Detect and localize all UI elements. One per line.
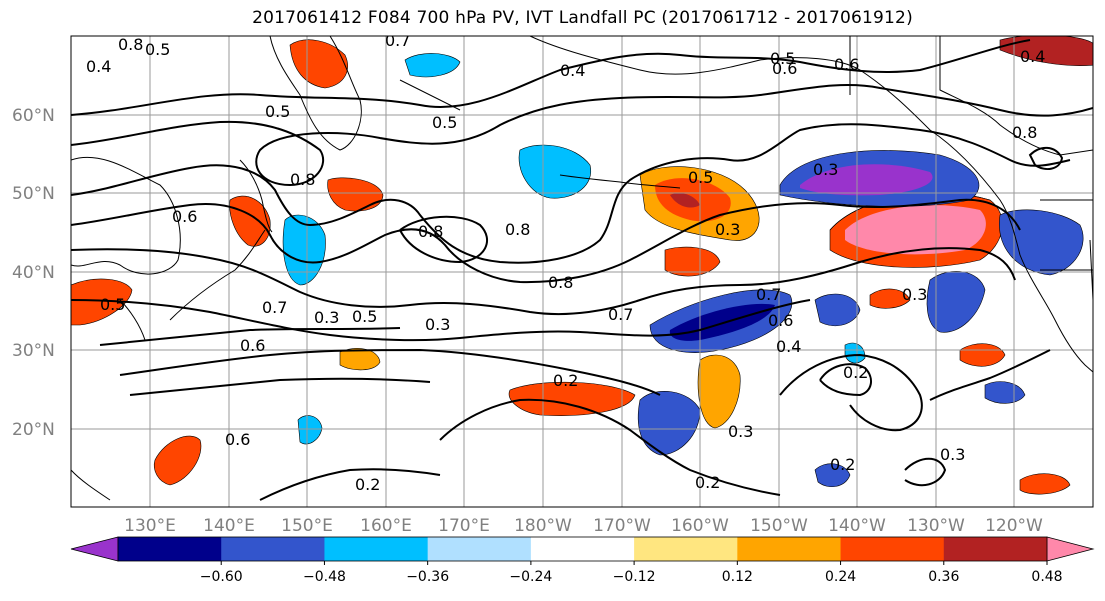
lon-axis: 130°E 140°E 150°E 160°E 170°E 180°W 170°… xyxy=(124,516,1043,536)
contour-label: 0.2 xyxy=(830,455,855,474)
contour-label: 0.8 xyxy=(548,273,573,292)
contour-label: 0.6 xyxy=(225,430,250,449)
map-content: 0.8 0.50.40.70.80.50.50.80.60.30.70.60.50… xyxy=(71,31,1093,507)
contour-label: 0.2 xyxy=(355,475,380,494)
colorbar-tick-label: −0.60 xyxy=(200,569,243,585)
colorbar-tick-label: 0.48 xyxy=(1031,569,1062,585)
lon-label: 160°E xyxy=(360,516,412,536)
lat-axis: 60°N 50°N 40°N 30°N 20°N xyxy=(12,106,55,440)
contour-labels: 0.8 0.50.40.70.80.50.50.80.60.30.70.60.50… xyxy=(86,31,1045,494)
contour-label: 0.2 xyxy=(553,371,578,390)
contour-label: 0.3 xyxy=(813,160,838,179)
contour-label: 0.4 xyxy=(560,61,585,80)
contour-label: 0.6 xyxy=(834,55,859,74)
colorbar-tick-label: 0.12 xyxy=(722,569,753,585)
lon-label: 170°W xyxy=(593,516,651,536)
contour-label: 0.3 xyxy=(728,422,753,441)
lon-label: 130°E xyxy=(124,516,176,536)
coastlines xyxy=(71,36,1093,501)
map-frame xyxy=(70,35,1094,508)
colorbar-frame xyxy=(117,536,1048,562)
lon-label: 120°W xyxy=(985,516,1043,536)
lat-label: 30°N xyxy=(12,341,55,361)
contour-label: 0.5 xyxy=(770,49,795,68)
contour-label: 0.5 xyxy=(432,113,457,132)
colorbar-segment xyxy=(118,537,222,561)
contour-label: 0.5 xyxy=(100,295,125,314)
contour-label: 0.5 xyxy=(688,168,713,187)
lon-label: 150°W xyxy=(750,516,808,536)
contour-label: 0.8 xyxy=(1012,123,1037,142)
contour-label: 0.4 xyxy=(1020,47,1045,66)
lon-label: 140°E xyxy=(203,516,255,536)
lon-label: 150°E xyxy=(281,516,333,536)
contour-label: 0.7 xyxy=(262,298,287,317)
map-title: 2017061412 F084 700 hPa PV, IVT Landfall… xyxy=(252,8,913,28)
contour-label: 0.3 xyxy=(902,285,927,304)
contour-label: 0.5 xyxy=(265,102,290,121)
colorbar-segment xyxy=(737,537,842,561)
contour-label: 0.8 xyxy=(290,170,315,189)
contour-label: 0.7 xyxy=(608,305,633,324)
contour-label: 0.3 xyxy=(940,445,965,464)
contour-label: 0.4 xyxy=(776,337,801,356)
colorbar: −0.60 −0.48 −0.36 −0.24 −0.12 0.12 0.24 0.36 0.4… xyxy=(70,536,1095,585)
contour-label: 0.6 xyxy=(172,207,197,226)
lat-label: 20°N xyxy=(12,420,55,440)
lat-label: 50°N xyxy=(12,184,55,204)
graticule xyxy=(71,36,1093,507)
colorbar-extend-max xyxy=(1046,536,1095,562)
lat-label: 40°N xyxy=(12,263,55,283)
colorbar-segment xyxy=(943,537,1048,561)
contour-label: 0.2 xyxy=(843,363,868,382)
contour-label: 0.6 xyxy=(772,59,797,78)
colorbar-extend-min xyxy=(70,536,119,562)
contour-label: 0.8 xyxy=(118,35,143,54)
contour-label: 0.6 xyxy=(240,336,265,355)
contour-label: 0.8 xyxy=(505,220,530,239)
contour-label: 0.5 xyxy=(352,307,377,326)
contour-label: 0.3 xyxy=(715,220,740,239)
lon-label: 130°W xyxy=(907,516,965,536)
lon-label: 140°W xyxy=(828,516,886,536)
colorbar-tick-label: 0.24 xyxy=(825,569,856,585)
contour-label: 0.7 xyxy=(385,31,410,50)
lon-label: 180°W xyxy=(514,516,572,536)
colorbar-segment xyxy=(221,537,325,561)
colorbar-segment xyxy=(427,537,532,561)
contour-label: 0.3 xyxy=(314,308,339,327)
colorbar-segment xyxy=(324,537,429,561)
contour-label: 0.7 xyxy=(756,285,781,304)
colorbar-tick-label: 0.36 xyxy=(928,569,959,585)
contour-label: 0.5 xyxy=(145,40,170,59)
colorbar-tick-label: −0.48 xyxy=(303,569,346,585)
contour-label: 0.2 xyxy=(695,473,720,492)
contour-label: 0.8 xyxy=(418,222,443,241)
colorbar-segment xyxy=(840,537,945,561)
lat-label: 60°N xyxy=(12,106,55,126)
colorbar-tick-label: −0.36 xyxy=(406,569,449,585)
lon-label: 170°E xyxy=(438,516,490,536)
contour-label: 0.3 xyxy=(425,315,450,334)
lon-label: 160°W xyxy=(671,516,729,536)
colorbar-tick-label: −0.12 xyxy=(613,569,656,585)
colorbar-segment xyxy=(530,537,635,561)
colorbar-tick-label: −0.24 xyxy=(509,569,552,585)
contour-label: 0.4 xyxy=(86,57,111,76)
pv-contours xyxy=(71,39,1093,501)
contour-label: 0.6 xyxy=(768,311,793,330)
colorbar-segment xyxy=(634,537,738,561)
